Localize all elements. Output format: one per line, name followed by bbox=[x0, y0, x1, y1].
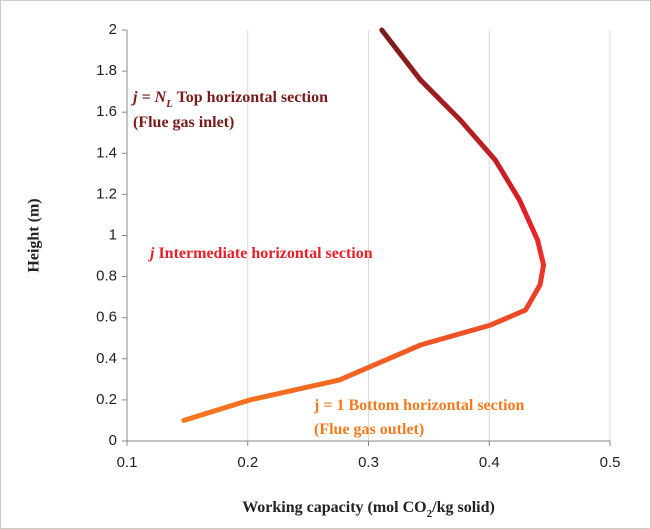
annotation-part: L bbox=[165, 98, 173, 110]
y-tick-label: 1.8 bbox=[96, 62, 117, 79]
y-tick-label: 1.2 bbox=[96, 185, 117, 202]
y-axis-label: Height (m) bbox=[26, 198, 43, 272]
y-tick-label: 1.6 bbox=[96, 103, 117, 120]
x-tick-label: 0.3 bbox=[358, 454, 379, 471]
annotation: (Flue gas outlet) bbox=[314, 421, 424, 438]
annotation: j = 1 Bottom horizontal section bbox=[313, 397, 525, 414]
annotation-part: (Flue gas outlet) bbox=[314, 421, 424, 438]
x-axis-label: Working capacity (mol CO2/kg solid) bbox=[242, 499, 495, 520]
y-tick-label: 0.4 bbox=[96, 350, 117, 367]
annotation: (Flue gas inlet) bbox=[133, 114, 234, 131]
y-tick-label: 2 bbox=[109, 21, 117, 38]
x-tick-label: 0.4 bbox=[479, 454, 500, 471]
x-tick-label: 0.2 bbox=[237, 454, 258, 471]
y-tick-label: 1 bbox=[109, 226, 117, 243]
annotation-part: Top horizontal section bbox=[173, 89, 328, 106]
annotation-part: (Flue gas inlet) bbox=[133, 114, 234, 131]
annotation-part: j = 1 Bottom horizontal section bbox=[313, 397, 525, 414]
x-tick-label: 0.1 bbox=[117, 454, 138, 471]
annotation: j Intermediate horizontal section bbox=[147, 245, 373, 262]
y-tick-label: 0 bbox=[109, 432, 117, 449]
x-axis-label-part: 2 bbox=[427, 508, 433, 520]
annotation: j = NL Top horizontal section bbox=[130, 89, 328, 110]
annotation-part: j = N bbox=[130, 89, 168, 106]
data-line bbox=[181, 27, 547, 423]
y-tick-label: 0.8 bbox=[96, 268, 117, 285]
annotation-part: Intermediate horizontal section bbox=[154, 245, 372, 262]
annotation-part: j bbox=[147, 245, 155, 262]
x-axis-label-part: Working capacity (mol CO bbox=[242, 499, 426, 516]
y-tick-label: 0.2 bbox=[96, 391, 117, 408]
y-tick-label: 1.4 bbox=[96, 144, 117, 161]
x-axis-label-part: /kg solid) bbox=[431, 499, 495, 516]
x-tick-label: 0.5 bbox=[600, 454, 621, 471]
y-tick-label: 0.6 bbox=[96, 309, 117, 326]
